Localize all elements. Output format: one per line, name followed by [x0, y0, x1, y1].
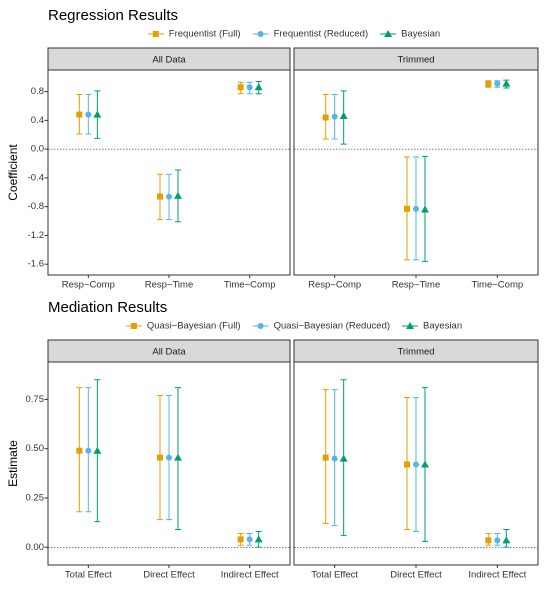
y-tick-label: -1.6 — [28, 259, 44, 270]
facet-label: Trimmed — [397, 347, 434, 358]
point — [254, 83, 263, 91]
chart-title: Mediation Results — [48, 299, 167, 316]
point — [93, 446, 102, 454]
legend-label: Frequentist (Full) — [169, 29, 241, 40]
legend-label: Quasi−Bayesian (Full) — [147, 321, 241, 332]
legend-label: Bayesian — [423, 321, 462, 332]
legend-marker — [130, 323, 137, 329]
x-tick-label: Direct Effect — [390, 570, 442, 581]
point — [237, 84, 244, 91]
point — [85, 447, 92, 454]
y-tick-label: 0.00 — [26, 542, 45, 553]
point — [404, 205, 410, 212]
point — [93, 110, 102, 118]
x-tick-label: Time~Comp — [472, 280, 524, 291]
point — [76, 111, 83, 118]
point — [331, 113, 338, 120]
legend-item: Quasi−Bayesian (Full) — [125, 321, 241, 332]
y-tick-label: 0.4 — [31, 115, 44, 126]
legend-item: Bayesian — [402, 321, 462, 332]
y-tick-label: 0.75 — [26, 394, 45, 405]
point — [174, 191, 182, 199]
legend-item: Frequentist (Reduced) — [252, 29, 369, 40]
legend-item: Frequentist (Full) — [147, 29, 241, 40]
point — [494, 537, 501, 544]
panel — [47, 69, 291, 276]
x-tick-label: Total Effect — [311, 570, 358, 581]
chart-title: Regression Results — [48, 7, 178, 24]
point — [322, 454, 329, 461]
point — [502, 536, 511, 544]
legend-marker — [152, 31, 159, 37]
x-tick-label: Resp~Time — [392, 280, 440, 291]
y-tick-label: 0.25 — [26, 493, 45, 504]
point — [494, 80, 501, 87]
point — [331, 455, 338, 462]
legend-marker — [406, 322, 415, 329]
legend-label: Frequentist (Reduced) — [274, 29, 369, 40]
point — [166, 193, 172, 200]
point — [485, 80, 492, 87]
point — [246, 84, 253, 91]
y-axis-title: Estimate — [6, 440, 20, 487]
legend-item: Bayesian — [380, 29, 440, 40]
y-tick-label: -0.4 — [28, 172, 44, 183]
x-tick-label: Resp~Time — [145, 280, 193, 291]
legend-label: Quasi−Bayesian (Reduced) — [274, 321, 390, 332]
y-axis-title: Coefficient — [6, 144, 20, 201]
legend-label: Bayesian — [401, 29, 440, 40]
point — [421, 205, 429, 213]
point — [421, 460, 429, 468]
point — [413, 205, 419, 212]
legend-marker — [257, 323, 264, 329]
point — [246, 536, 253, 543]
point — [404, 461, 410, 468]
x-tick-label: Indirect Effect — [468, 570, 526, 581]
y-tick-label: -1.2 — [28, 230, 44, 241]
x-tick-label: Time~Comp — [224, 280, 276, 291]
y-tick-label: -0.8 — [28, 201, 44, 212]
point — [502, 79, 511, 87]
facet-label: Trimmed — [397, 55, 434, 66]
point — [254, 535, 263, 543]
x-tick-label: Resp~Comp — [62, 280, 115, 291]
point — [413, 461, 419, 468]
point — [157, 454, 163, 461]
y-tick-label: 0.50 — [26, 443, 45, 454]
x-tick-label: Indirect Effect — [221, 570, 279, 581]
point — [174, 453, 182, 461]
point — [166, 454, 172, 461]
x-tick-label: Total Effect — [65, 570, 112, 581]
point — [237, 536, 244, 543]
point — [76, 447, 83, 454]
point — [157, 193, 163, 200]
y-tick-label: 0.8 — [31, 86, 44, 97]
y-tick-label: 0.0 — [31, 144, 44, 155]
legend-marker — [257, 31, 264, 37]
legend-item: Quasi−Bayesian (Reduced) — [252, 321, 390, 332]
facet-label: All Data — [152, 55, 186, 66]
x-tick-label: Resp~Comp — [308, 280, 361, 291]
point — [485, 537, 492, 544]
point — [339, 454, 348, 462]
point — [322, 114, 329, 121]
point — [339, 112, 348, 120]
facet-label: All Data — [152, 347, 186, 358]
x-tick-label: Direct Effect — [143, 570, 195, 581]
legend-marker — [384, 30, 393, 37]
point — [85, 111, 92, 118]
